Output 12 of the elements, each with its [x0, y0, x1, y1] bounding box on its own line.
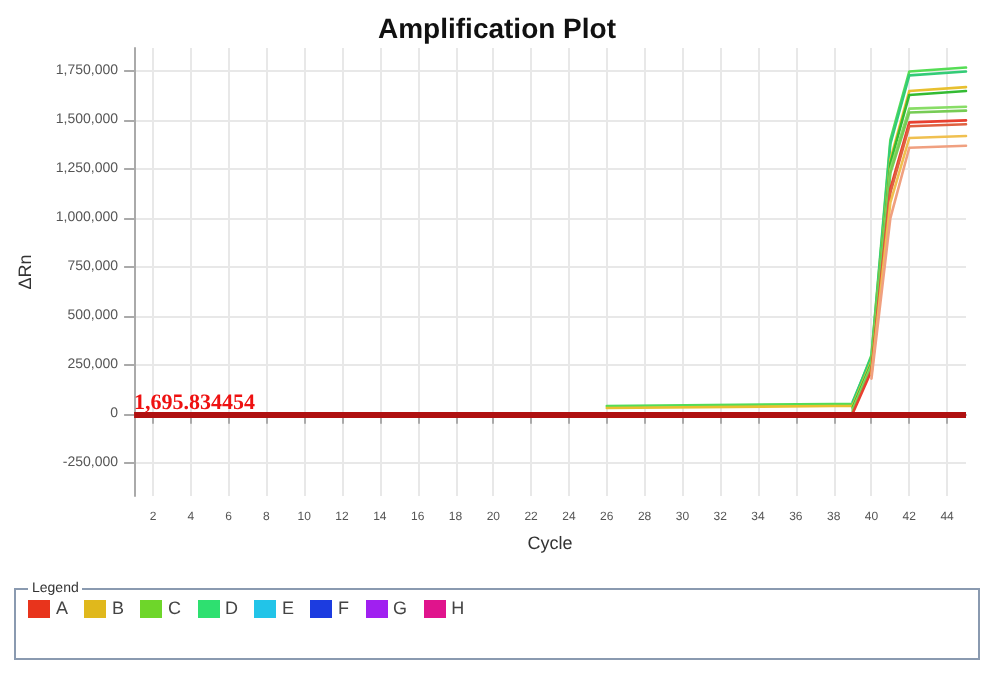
ref-line-label: 1,695.834454 [134, 390, 257, 415]
chart-title: Amplification Plot [378, 12, 617, 44]
x-axis-title: Cycle [527, 532, 573, 553]
category-label: B [112, 598, 125, 618]
category-label: A [56, 598, 69, 618]
category-label: E [282, 598, 295, 618]
category-label: G [393, 598, 408, 618]
category-label: H [451, 598, 465, 618]
category-label: D [225, 598, 239, 618]
category-label: F [338, 598, 350, 618]
y-axis-title: ΔRn [15, 254, 35, 290]
category-label: C [168, 598, 182, 618]
